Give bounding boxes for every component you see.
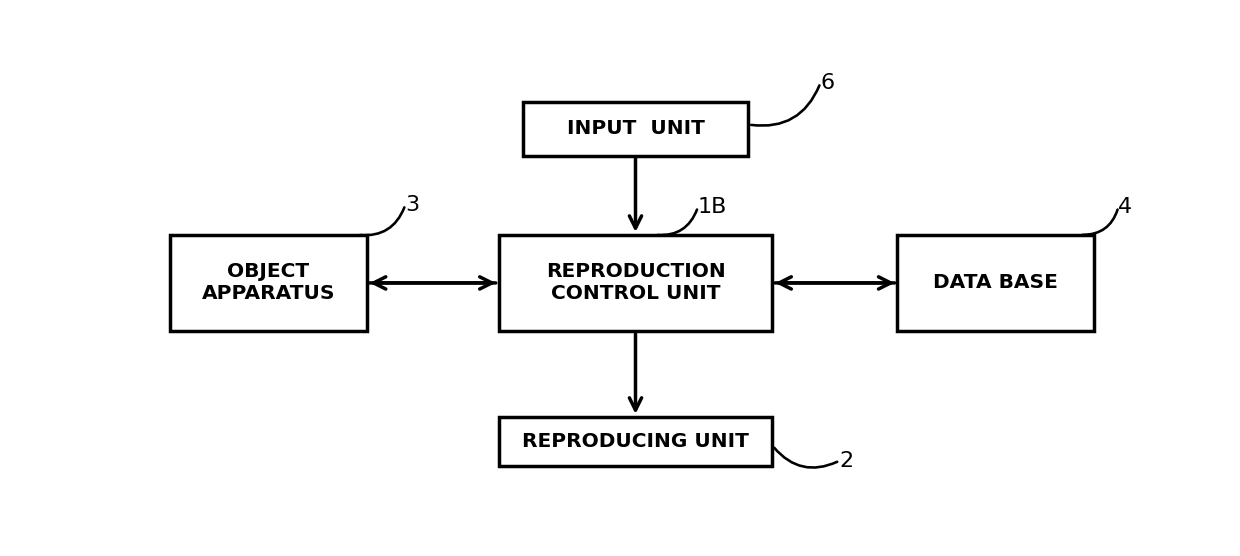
Text: 6: 6 <box>821 73 835 93</box>
Bar <box>170 235 367 331</box>
Text: 3: 3 <box>405 195 419 215</box>
Bar <box>898 235 1095 331</box>
Bar <box>498 416 773 466</box>
Bar <box>522 102 749 156</box>
Text: REPRODUCTION
CONTROL UNIT: REPRODUCTION CONTROL UNIT <box>546 262 725 304</box>
Bar <box>498 235 773 331</box>
Text: 1B: 1B <box>698 197 728 217</box>
Text: 2: 2 <box>839 450 854 470</box>
Text: INPUT  UNIT: INPUT UNIT <box>567 120 704 138</box>
Text: REPRODUCING UNIT: REPRODUCING UNIT <box>522 432 749 451</box>
Text: 4: 4 <box>1118 197 1132 217</box>
Text: DATA BASE: DATA BASE <box>934 274 1058 292</box>
Text: OBJECT
APPARATUS: OBJECT APPARATUS <box>202 262 335 304</box>
